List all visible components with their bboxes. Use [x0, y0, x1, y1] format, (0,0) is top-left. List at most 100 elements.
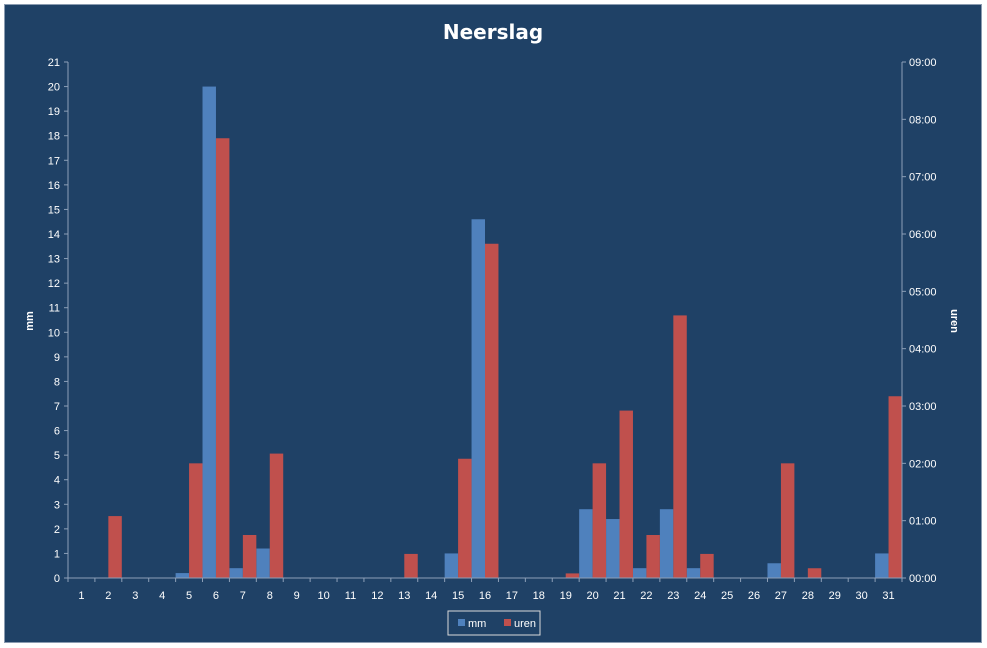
bar-uren-2 [108, 516, 122, 578]
y-tick-label: 1 [54, 548, 60, 560]
y-tick-label: 5 [54, 450, 60, 462]
y-tick-label: 17 [48, 155, 60, 167]
x-tick-label: 16 [479, 590, 491, 602]
y-tick-label: 15 [48, 204, 60, 216]
x-tick-label: 2 [105, 590, 111, 602]
bar-mm-27 [767, 563, 781, 578]
bar-mm-23 [659, 509, 674, 578]
legend-label-uren: uren [514, 618, 536, 630]
y-tick-label: 3 [54, 499, 60, 511]
bar-mm-8 [256, 548, 270, 578]
y-tick-label: 16 [48, 180, 60, 192]
bar-mm-21 [606, 519, 620, 578]
y2-tick-label: 01:00 [909, 516, 937, 528]
y-tick-label: 11 [49, 303, 60, 315]
y-tick-label: 14 [48, 229, 60, 241]
bar-uren-8 [269, 453, 284, 578]
legend-box [447, 610, 541, 636]
x-tick-label: 25 [721, 590, 733, 602]
bar-uren-28 [807, 568, 822, 578]
y2-tick-label: 09:00 [909, 57, 937, 69]
x-tick-label: 30 [856, 590, 868, 602]
x-tick-label: 4 [159, 590, 165, 602]
bar-mm-15 [444, 553, 459, 578]
bar-uren-15 [458, 458, 472, 578]
x-tick-label: 18 [533, 590, 545, 602]
bar-uren-21 [619, 410, 633, 578]
y-tick-label: 12 [48, 278, 60, 290]
x-tick-label: 3 [132, 590, 138, 602]
y-tick-label: 21 [48, 57, 60, 69]
bar-uren-22 [646, 535, 660, 578]
bar-uren-5 [189, 463, 203, 578]
x-tick-label: 31 [882, 590, 894, 602]
y2-tick-label: 04:00 [909, 344, 937, 356]
bar-uren-19 [565, 573, 580, 578]
y-tick-label: 18 [48, 131, 60, 143]
bar-uren-27 [780, 463, 795, 578]
legend-swatch-mm [458, 619, 465, 626]
y-tick-label: 10 [48, 327, 60, 339]
bar-mm-5 [175, 573, 190, 578]
bar-mm-24 [686, 568, 701, 578]
x-tick-label: 8 [267, 590, 273, 602]
bar-mm-6 [202, 86, 216, 578]
x-tick-label: 28 [802, 590, 814, 602]
y-tick-label: 19 [48, 106, 60, 118]
y2-tick-label: 05:00 [909, 286, 937, 298]
x-tick-label: 27 [775, 590, 787, 602]
legend-label-mm: mm [468, 618, 486, 630]
y-tick-label: 7 [54, 401, 60, 413]
bar-uren-31 [888, 396, 902, 578]
bar-uren-20 [592, 463, 607, 578]
x-tick-label: 29 [829, 590, 841, 602]
y-tick-label: 2 [54, 524, 60, 536]
x-tick-label: 11 [345, 590, 356, 602]
x-tick-label: 9 [294, 590, 300, 602]
bar-uren-16 [485, 243, 499, 578]
bar-uren-7 [242, 535, 257, 578]
bar-uren-23 [673, 315, 687, 578]
x-tick-label: 24 [694, 590, 706, 602]
y2-tick-label: 03:00 [909, 401, 937, 413]
bar-mm-22 [632, 568, 647, 578]
y-tick-label: 6 [54, 426, 60, 438]
y2-tick-label: 02:00 [909, 458, 937, 470]
x-tick-label: 21 [613, 590, 625, 602]
x-tick-label: 13 [398, 590, 410, 602]
x-tick-label: 14 [425, 590, 437, 602]
x-tick-label: 12 [371, 590, 383, 602]
x-tick-label: 20 [586, 590, 598, 602]
x-tick-label: 5 [186, 590, 192, 602]
legend: mm uren [447, 610, 541, 636]
bar-mm-31 [875, 553, 889, 578]
bar-mm-7 [229, 568, 243, 578]
x-tick-label: 10 [317, 590, 329, 602]
x-tick-label: 26 [748, 590, 760, 602]
y2-tick-label: 06:00 [909, 229, 937, 241]
y2-tick-label: 07:00 [909, 172, 937, 184]
x-tick-label: 1 [78, 590, 84, 602]
bar-uren-13 [404, 553, 418, 578]
x-tick-label: 17 [506, 590, 518, 602]
legend-swatch-uren [504, 619, 511, 626]
x-tick-label: 19 [560, 590, 572, 602]
bar-mm-20 [579, 509, 593, 578]
bar-chart: Neerslag 0123456789101112131415161718192… [24, 20, 960, 636]
y-tick-label: 20 [48, 82, 60, 94]
chart-area: Neerslag 0 1 2 3 4 5 6 7 8 9 10 11 12 13 14 15 16 17 18 19 2… [4, 4, 982, 643]
axes-group: 012345678910111213141516171819202100:000… [48, 57, 937, 602]
y2-axis-title: uren [948, 309, 960, 333]
chart-title: Neerslag [443, 20, 543, 44]
bars-group [108, 86, 902, 578]
x-tick-label: 22 [640, 590, 652, 602]
y-axis-title: mm [24, 311, 36, 331]
x-tick-label: 7 [240, 590, 246, 602]
x-tick-label: 23 [667, 590, 679, 602]
bar-uren-6 [215, 138, 230, 578]
y2-tick-label: 08:00 [909, 114, 937, 126]
bar-uren-24 [700, 553, 714, 578]
y-tick-label: 0 [54, 573, 60, 585]
x-tick-label: 6 [213, 590, 219, 602]
y-tick-label: 8 [54, 376, 60, 388]
